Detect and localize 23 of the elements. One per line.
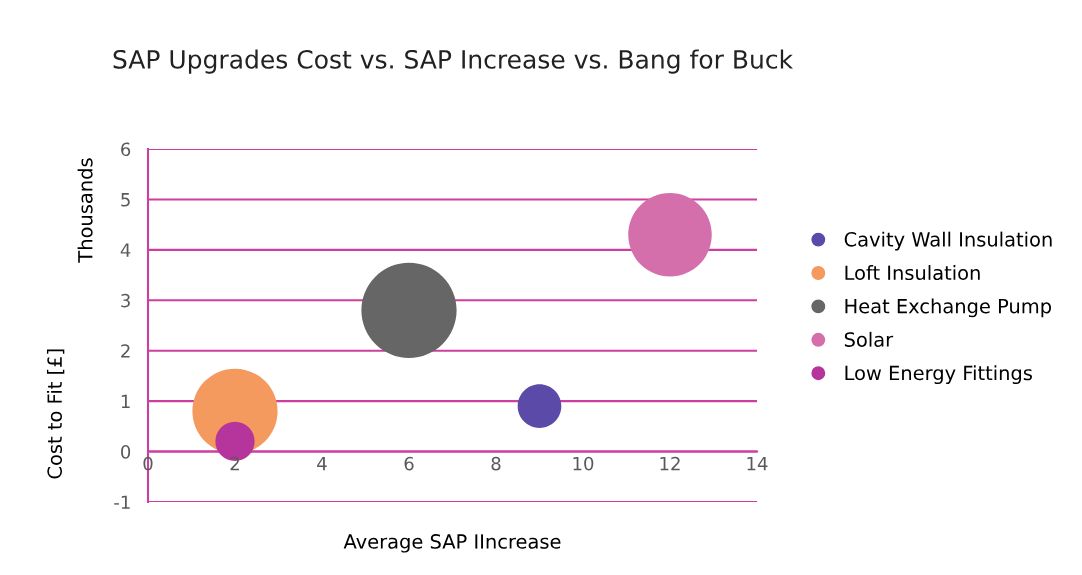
legend-label: Heat Exchange Pump bbox=[845, 298, 1052, 318]
x-tick-label: 14 bbox=[747, 456, 768, 471]
legend-label: Low Energy Fittings bbox=[845, 365, 1032, 385]
x-tick-label: 8 bbox=[491, 456, 501, 471]
y-tick-label: 4 bbox=[120, 243, 131, 257]
y-tick-label: -1 bbox=[114, 495, 130, 509]
y-tick-label: 3 bbox=[121, 293, 130, 308]
x-axis-title: Average SAP IIncrease bbox=[343, 534, 561, 553]
legend-label: Cavity Wall Insulation bbox=[844, 231, 1052, 251]
legend-label: Solar bbox=[844, 331, 894, 347]
y-tick-label: 1 bbox=[121, 394, 130, 408]
y-tick-label: 0 bbox=[121, 445, 131, 459]
x-tick-label: 10 bbox=[573, 456, 594, 471]
y-tick-label: 6 bbox=[121, 142, 131, 157]
chart-title: SAP Upgrades Cost vs. SAP Increase vs. Bang for Buck bbox=[113, 49, 793, 74]
x-tick-label: 4 bbox=[317, 456, 327, 471]
y-tick-label: 2 bbox=[121, 344, 130, 358]
x-tick-label: 6 bbox=[404, 456, 414, 471]
legend-label: Loft Insulation bbox=[845, 265, 980, 281]
y-tick-label: 5 bbox=[121, 193, 130, 207]
text: Thousands bbox=[77, 158, 93, 263]
y-axis-title: Cost to Fit [£] bbox=[46, 349, 65, 479]
x-tick-label: 12 bbox=[660, 456, 680, 471]
